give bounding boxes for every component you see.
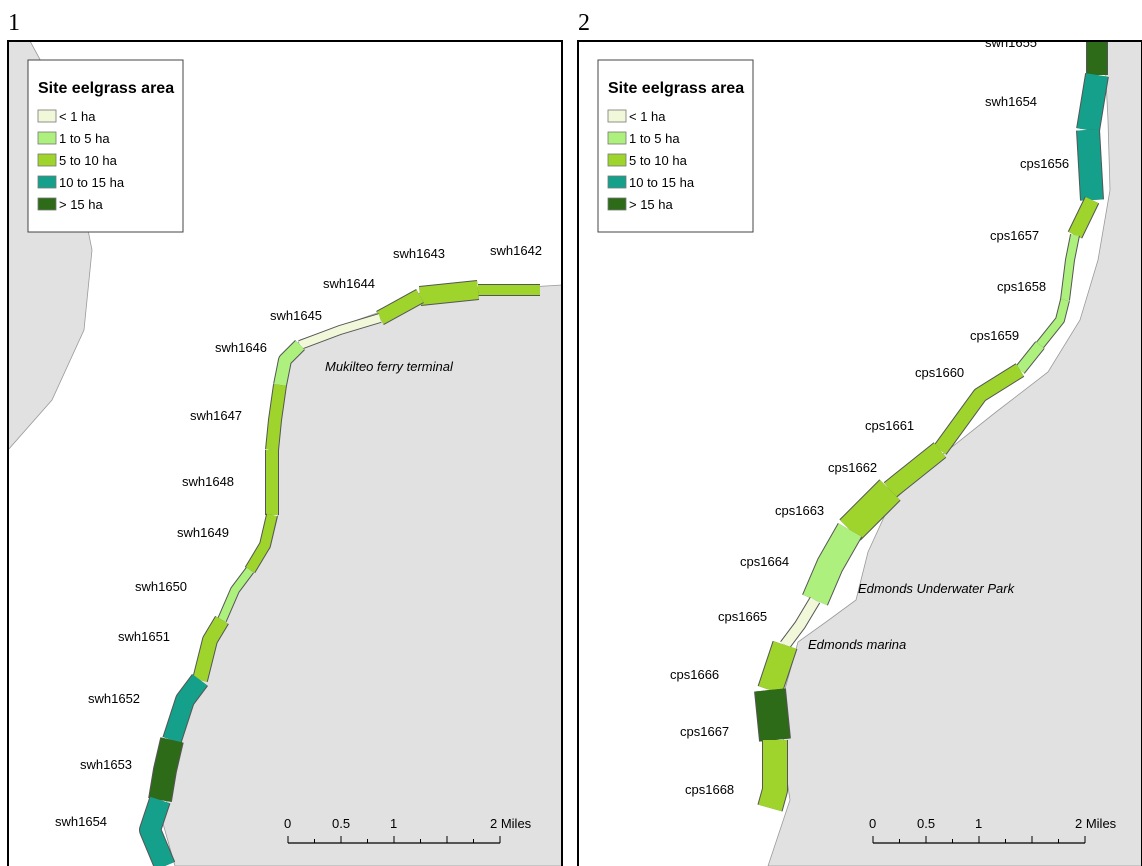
eelgrass-site: [884, 442, 946, 498]
site-label: swh1648: [182, 474, 234, 489]
legend-label: 1 to 5 ha: [59, 131, 110, 146]
eelgrass-site: [840, 480, 900, 540]
scale-label: 0: [869, 816, 876, 831]
legend-swatch: [37, 175, 57, 189]
eelgrass-site: [163, 674, 208, 743]
map-panel: 2 swh1655 swh1654 cps1656 cps1657 cps1658 cps1…: [577, 10, 1142, 866]
place-label: Edmonds Underwater Park: [858, 581, 1016, 596]
legend-swatch: [607, 197, 627, 211]
eelgrass-site: [419, 281, 479, 305]
site-label: cps1657: [990, 228, 1039, 243]
eelgrass-site: [1061, 234, 1079, 301]
site-label: swh1642: [490, 243, 542, 258]
site-label: swh1643: [393, 246, 445, 261]
site-label: cps1659: [970, 328, 1019, 343]
site-label: cps1663: [775, 503, 824, 518]
legend-swatch: [607, 131, 627, 145]
site-label: swh1654: [55, 814, 107, 829]
site-label: swh1650: [135, 579, 187, 594]
legend-swatch: [607, 175, 627, 189]
map-panel: 1swh1642swh1643swh1644swh1645swh1646swh1…: [7, 10, 563, 866]
scale-label: 1: [390, 816, 397, 831]
legend-label: 10 to 15 ha: [629, 175, 695, 190]
legend-label: 1 to 5 ha: [629, 131, 680, 146]
panel-frame: [577, 40, 1142, 866]
site-label: cps1664: [740, 554, 789, 569]
place-label: Edmonds marina: [808, 637, 906, 652]
site-label: swh1647: [190, 408, 242, 423]
legend-swatch: [37, 197, 57, 211]
site-label: swh1652: [88, 691, 140, 706]
scale-label: 1: [975, 816, 982, 831]
legend-label: < 1 ha: [59, 109, 96, 124]
legend-label: 5 to 10 ha: [59, 153, 118, 168]
eelgrass-site: [1077, 73, 1108, 132]
legend-swatch: [37, 153, 57, 167]
eelgrass-site: [218, 567, 254, 622]
eelgrass-site: [266, 384, 286, 451]
eelgrass-site: [803, 523, 862, 606]
eelgrass-site: [758, 641, 797, 694]
legend-label: < 1 ha: [629, 109, 666, 124]
legend-swatch: [37, 109, 57, 123]
eelgrass-site: [1016, 341, 1044, 374]
legend-label: 10 to 15 ha: [59, 175, 125, 190]
map-content: swh1642 swh1643 swh1644 swh1645 swh1646 swh16…: [8, 41, 562, 866]
eelgrass-site: [274, 340, 305, 387]
map-content: swh1655 swh1654 cps1656 cps1657 cps1658 cps16…: [670, 35, 1142, 866]
site-label: cps1661: [865, 418, 914, 433]
panel-number: 2: [578, 10, 590, 36]
site-label: cps1666: [670, 667, 719, 682]
eelgrass-site: [1036, 299, 1069, 348]
site-label: swh1644: [323, 276, 375, 291]
site-label: swh1654: [985, 94, 1037, 109]
legend-label: > 15 ha: [629, 197, 674, 212]
site-label: swh1649: [177, 525, 229, 540]
eelgrass-site: [149, 737, 183, 802]
legend-swatch: [607, 153, 627, 167]
site-label: cps1658: [997, 279, 1046, 294]
place-label: Mukilteo ferry terminal: [325, 359, 454, 374]
legend-title: Site eelgrass area: [38, 80, 174, 97]
eelgrass-site: [245, 513, 277, 573]
site-label: cps1660: [915, 365, 964, 380]
site-label: cps1665: [718, 609, 767, 624]
site-label: cps1667: [680, 724, 729, 739]
legend-title: Site eelgrass area: [608, 80, 744, 97]
eelgrass-site: [1068, 196, 1099, 239]
legend-label: > 15 ha: [59, 197, 104, 212]
eelgrass-site: [298, 314, 382, 349]
legend-label: 5 to 10 ha: [629, 153, 688, 168]
eelgrass-site: [755, 688, 790, 742]
site-label: cps1656: [1020, 156, 1069, 171]
site-label: cps1662: [828, 460, 877, 475]
panel-frame: [7, 40, 563, 866]
eelgrass-site: [1077, 129, 1103, 201]
site-label: swh1645: [270, 308, 322, 323]
panel-number: 1: [8, 10, 20, 36]
legend-swatch: [607, 109, 627, 123]
eelgrass-site: [193, 616, 229, 682]
eelgrass-site: [934, 364, 1024, 455]
site-label: swh1646: [215, 340, 267, 355]
land: [767, 41, 1142, 866]
scale-label: 0.5: [917, 816, 935, 831]
eelgrass-site: [758, 740, 787, 812]
scale-label: 2 Miles: [490, 816, 532, 831]
site-label: swh1651: [118, 629, 170, 644]
site-label: swh1653: [80, 757, 132, 772]
eelgrass-site: [376, 289, 424, 325]
site-label: cps1668: [685, 782, 734, 797]
eelgrass-site: [781, 597, 820, 648]
scale-label: 0: [284, 816, 291, 831]
scale-label: 0.5: [332, 816, 350, 831]
eelgrass-site: [140, 796, 175, 866]
site-label: swh1655: [985, 35, 1037, 50]
legend-swatch: [37, 131, 57, 145]
scale-label: 2 Miles: [1075, 816, 1117, 831]
